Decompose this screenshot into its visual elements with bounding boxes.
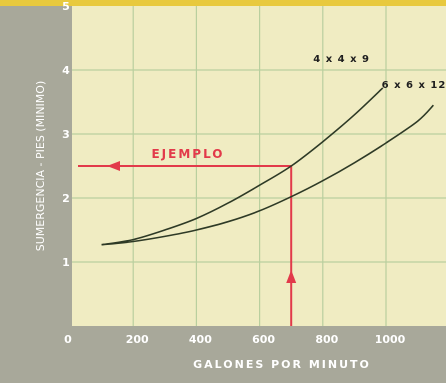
- example-arrowhead-left: [107, 161, 120, 171]
- x-tick-label: 1000: [375, 333, 406, 346]
- x-tick-label: 400: [189, 333, 212, 346]
- top-strip: [0, 0, 446, 6]
- series-label: 6 x 6 x 12: [382, 80, 446, 91]
- y-axis-label: SUMERGENCIA - PIES (MINIMO): [34, 81, 47, 251]
- series-line: [101, 104, 434, 246]
- x-tick-label: 600: [252, 333, 275, 346]
- y-tick-label: 5: [62, 0, 70, 13]
- example-annotation: EJEMPLO: [78, 147, 297, 326]
- grid: [72, 6, 446, 326]
- series-line: [101, 87, 384, 246]
- series-layer: 4 x 4 x 9 6 x 6 x 12: [101, 54, 446, 246]
- y-tick-label: 1: [62, 256, 70, 269]
- example-arrowhead-up: [286, 270, 297, 283]
- tick-labels: 0 200 400 600 800 1000 1 2 3 4 5: [62, 0, 405, 346]
- y-tick-label: 4: [62, 64, 70, 77]
- y-tick-label: 3: [62, 128, 70, 141]
- series-label: 4 x 4 x 9: [313, 54, 370, 65]
- example-label: EJEMPLO: [151, 147, 224, 161]
- x-axis-label: GALONES POR MINUTO: [193, 358, 371, 371]
- x-tick-label: 200: [126, 333, 149, 346]
- y-tick-label: 2: [62, 192, 70, 205]
- x-tick-label: 0: [64, 333, 72, 346]
- x-tick-label: 800: [315, 333, 338, 346]
